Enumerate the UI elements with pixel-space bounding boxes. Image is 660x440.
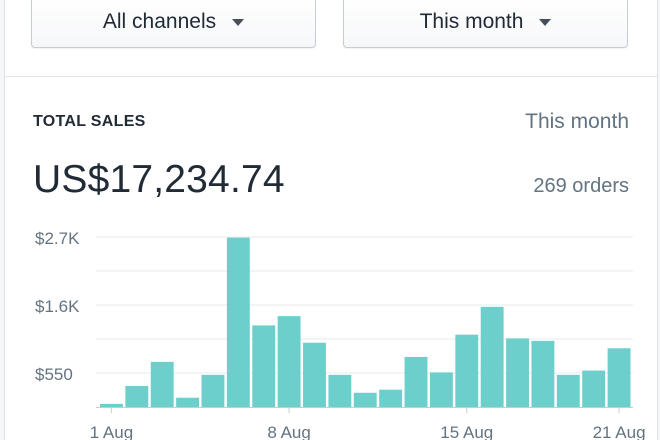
bar[interactable] <box>125 385 149 407</box>
bar[interactable] <box>252 325 276 407</box>
bar[interactable] <box>379 389 403 407</box>
bar[interactable] <box>556 374 580 407</box>
summary-period-label: This month <box>525 110 629 133</box>
bar[interactable] <box>277 316 301 407</box>
bar[interactable] <box>531 340 555 407</box>
bar[interactable] <box>150 361 174 407</box>
caret-down-icon <box>232 18 245 26</box>
x-tick-label: 8 Aug <box>267 423 311 440</box>
period-select[interactable]: This month <box>343 0 628 48</box>
filter-row: All channels This month <box>5 0 657 77</box>
x-tick-label: 15 Aug <box>440 423 493 440</box>
bar[interactable] <box>226 237 250 407</box>
total-sales-title: TOTAL SALES <box>33 113 146 130</box>
bar[interactable] <box>455 334 479 407</box>
channel-select-label: All channels <box>102 10 217 33</box>
bar[interactable] <box>506 338 529 407</box>
bar[interactable] <box>404 356 428 407</box>
bar[interactable] <box>582 370 606 407</box>
bar[interactable] <box>429 372 453 407</box>
sales-card: All channels This month TOTAL SALES This… <box>4 0 658 440</box>
bar[interactable] <box>607 348 631 407</box>
bar[interactable] <box>303 342 326 407</box>
y-tick-label: $1.6K <box>35 297 80 316</box>
y-tick-label: $2.7K <box>35 229 80 248</box>
total-sales-value: US$17,234.74 <box>33 158 285 201</box>
orders-count: 269 orders <box>533 175 629 197</box>
bar[interactable] <box>100 403 123 407</box>
x-tick-label: 21 Aug <box>593 423 646 440</box>
bar[interactable] <box>328 374 352 407</box>
caret-down-icon <box>539 18 552 26</box>
y-tick-label: $550 <box>35 365 73 384</box>
sales-bar-chart: $550 $1.6K $2.7K 1 Aug 8 Aug 15 Aug 21 Aug <box>35 229 646 440</box>
bar[interactable] <box>480 306 504 407</box>
channel-select[interactable]: All channels <box>31 0 316 48</box>
bar[interactable] <box>353 392 377 407</box>
x-tick-label: 1 Aug <box>90 423 134 440</box>
period-select-label: This month <box>419 10 524 33</box>
bar[interactable] <box>201 374 225 407</box>
bar[interactable] <box>176 397 200 407</box>
